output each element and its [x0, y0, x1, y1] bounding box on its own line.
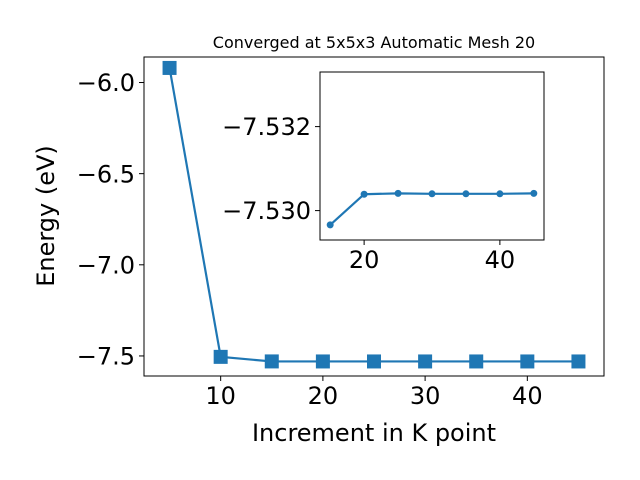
main-data-point	[264, 354, 279, 369]
main-x-tick-label: 40	[512, 382, 543, 410]
main-y-tick-label: −7.5	[77, 343, 135, 371]
y-axis-label: Energy (eV)	[32, 145, 60, 287]
main-plot-frame	[143, 56, 605, 377]
inset-x-ticks: 20 40	[349, 240, 515, 274]
inset-data-point	[496, 190, 504, 198]
main-x-tick-label: 30	[410, 382, 441, 410]
inset-data-point	[394, 189, 402, 197]
main-series	[162, 60, 586, 369]
main-data-point	[315, 354, 330, 369]
inset-chart: 20 40 −7.532−7.530	[222, 71, 545, 274]
inset-plot-frame	[319, 71, 545, 241]
main-data-point	[571, 354, 586, 369]
main-data-point	[213, 349, 228, 364]
main-y-tick-label: −6.0	[77, 69, 135, 97]
main-data-point	[469, 354, 484, 369]
main-data-point	[418, 354, 433, 369]
main-x-tick-label: 10	[205, 382, 236, 410]
inset-data-point	[360, 190, 368, 198]
inset-series	[326, 189, 538, 229]
inset-data-point	[530, 189, 538, 197]
main-y-tick-label: −6.5	[77, 160, 135, 188]
inset-y-tick-label: −7.532	[222, 113, 311, 141]
main-data-point	[367, 354, 381, 369]
main-data-point	[520, 354, 535, 369]
inset-x-tick-label: 20	[349, 246, 380, 274]
inset-plot-area	[320, 72, 544, 240]
inset-x-tick-label: 40	[485, 246, 516, 274]
main-y-ticks: −6.0 −6.5 −7.0 −7.5	[77, 69, 144, 371]
chart-title: Converged at 5x5x3 Automatic Mesh 20	[213, 33, 535, 52]
inset-y-tick-label: −7.530	[222, 197, 311, 225]
inset-data-point	[462, 190, 470, 198]
x-axis-label: Increment in K point	[252, 419, 496, 447]
inset-data-point	[428, 190, 436, 198]
main-x-tick-label: 20	[308, 382, 339, 410]
main-data-point	[162, 60, 177, 75]
main-x-ticks: 10 20 30 40	[205, 376, 543, 410]
inset-data-point	[326, 221, 334, 229]
main-y-tick-label: −7.0	[77, 251, 135, 279]
inset-y-ticks: −7.532 −7.530	[222, 113, 320, 225]
